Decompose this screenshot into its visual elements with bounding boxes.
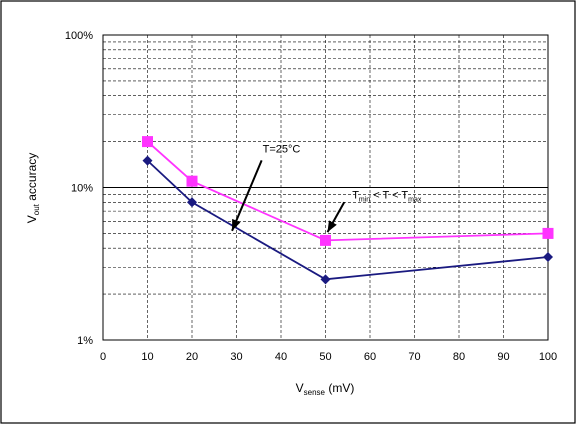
x-tick-label: 40 <box>275 351 287 363</box>
x-tick-label: 30 <box>230 351 242 363</box>
x-axis-label: Vsense (mV) <box>296 381 355 397</box>
annotation-arrow-trange-head <box>327 220 337 233</box>
annotation-arrow-t25 <box>231 159 263 232</box>
series-line-2 <box>146 140 549 242</box>
y-tick-label: 100% <box>65 30 93 42</box>
x-tick-label: 50 <box>319 351 331 363</box>
y-axis-label: Vout accuracy <box>25 153 41 224</box>
data-point-diamond <box>187 197 197 208</box>
x-tick-label: 0 <box>100 351 106 363</box>
x-tick-label: 60 <box>364 351 376 363</box>
data-point-square <box>320 234 331 246</box>
x-tick-label: 100 <box>539 351 557 363</box>
annotation-label-t25: T=25°C <box>263 143 301 155</box>
data-point-square <box>142 136 153 148</box>
data-point-diamond <box>543 252 553 263</box>
series-group <box>142 136 554 285</box>
y-tick-label: 10% <box>71 183 93 195</box>
annotation-arrow-t25-head <box>232 218 241 231</box>
y-axis-ticks: 1% 10% 100% <box>65 30 93 347</box>
x-tick-label: 90 <box>497 351 509 363</box>
data-point-diamond <box>142 155 153 166</box>
x-tick-label: 80 <box>453 351 465 363</box>
x-axis-ticks: 0 10 20 30 40 50 60 70 80 90 100 <box>100 351 557 363</box>
x-tick-label: 20 <box>186 351 198 363</box>
x-tick-label: 70 <box>408 351 420 363</box>
series-line-1 <box>146 159 549 281</box>
grid-lines <box>103 35 548 340</box>
data-point-diamond <box>320 274 331 285</box>
annotations: T=25°C Tmin < T < Tmax <box>231 143 422 233</box>
x-tick-label: 10 <box>141 351 153 363</box>
annotation-label-trange: Tmin < T < Tmax <box>352 189 422 203</box>
data-point-square <box>542 227 554 239</box>
data-point-square <box>186 175 198 187</box>
y-tick-label: 1% <box>77 335 93 347</box>
